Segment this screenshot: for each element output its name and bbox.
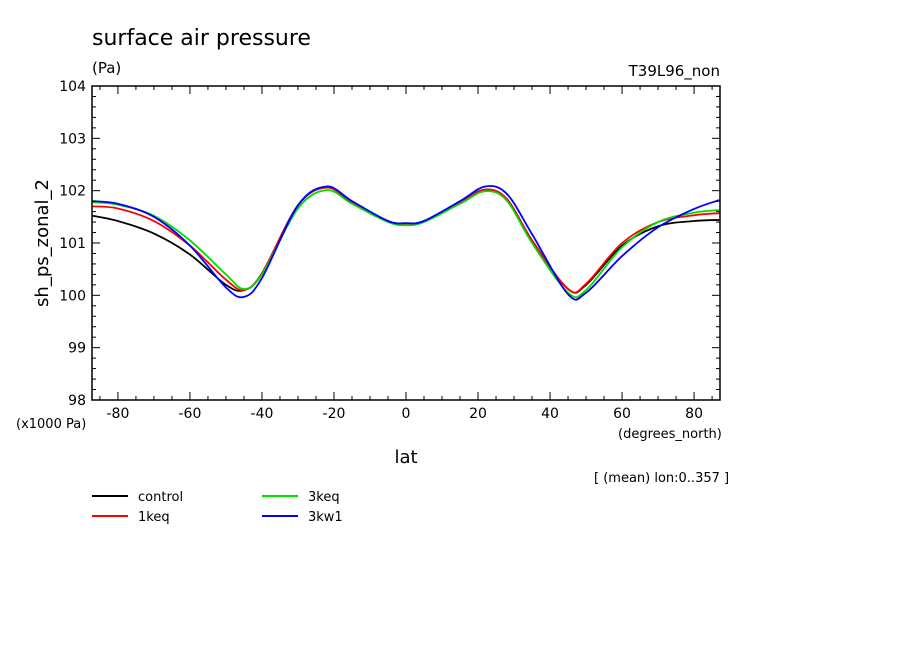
legend-label-3keq: 3keq [308,490,340,505]
chart-title: surface air pressure [92,26,311,51]
experiment-label: T39L96_non [628,62,720,81]
y-tick-label: 100 [59,288,86,304]
chart-subtitle: (Pa) [92,59,121,77]
y-tick-label: 103 [59,131,86,147]
x-axis-unit: (degrees_north) [618,427,722,442]
series-line-1keq [92,186,720,294]
x-tick-label: 80 [685,406,703,422]
legend-label-control: control [138,490,183,505]
y-tick-label: 98 [68,393,86,409]
legend: control 1keq 3keq 3kw1 [92,490,343,525]
legend-label-3kw1: 3kw1 [308,510,343,525]
x-tick-label: -60 [179,406,202,422]
y-tick-label: 102 [59,184,86,200]
series-line-3keq [92,189,720,299]
legend-label-1keq: 1keq [138,510,170,525]
y-tick-label: 99 [68,341,86,357]
averaging-note: [ (mean) lon:0..357 ] [594,471,729,486]
x-tick-label: -80 [106,406,129,422]
x-tick-label: 0 [402,406,411,422]
series-line-3kw1 [92,185,720,301]
x-tick-label: 20 [469,406,487,422]
x-axis-label: lat [394,447,417,468]
x-tick-label: 60 [613,406,631,422]
y-axis-label: sh_ps_zonal_2 [32,179,53,307]
plot-frame [91,85,721,401]
plot-lines [92,185,720,301]
tick-labels: -80 -60 -40 -20 0 20 40 60 80 98 99 100 101 102 103 104 [59,79,703,422]
y-tick-label: 101 [59,236,86,252]
y-tick-label: 104 [59,79,86,95]
x-tick-label: -40 [251,406,274,422]
x-tick-label: 40 [541,406,559,422]
x-tick-label: -20 [323,406,346,422]
y-axis-unit: (x1000 Pa) [16,417,86,432]
